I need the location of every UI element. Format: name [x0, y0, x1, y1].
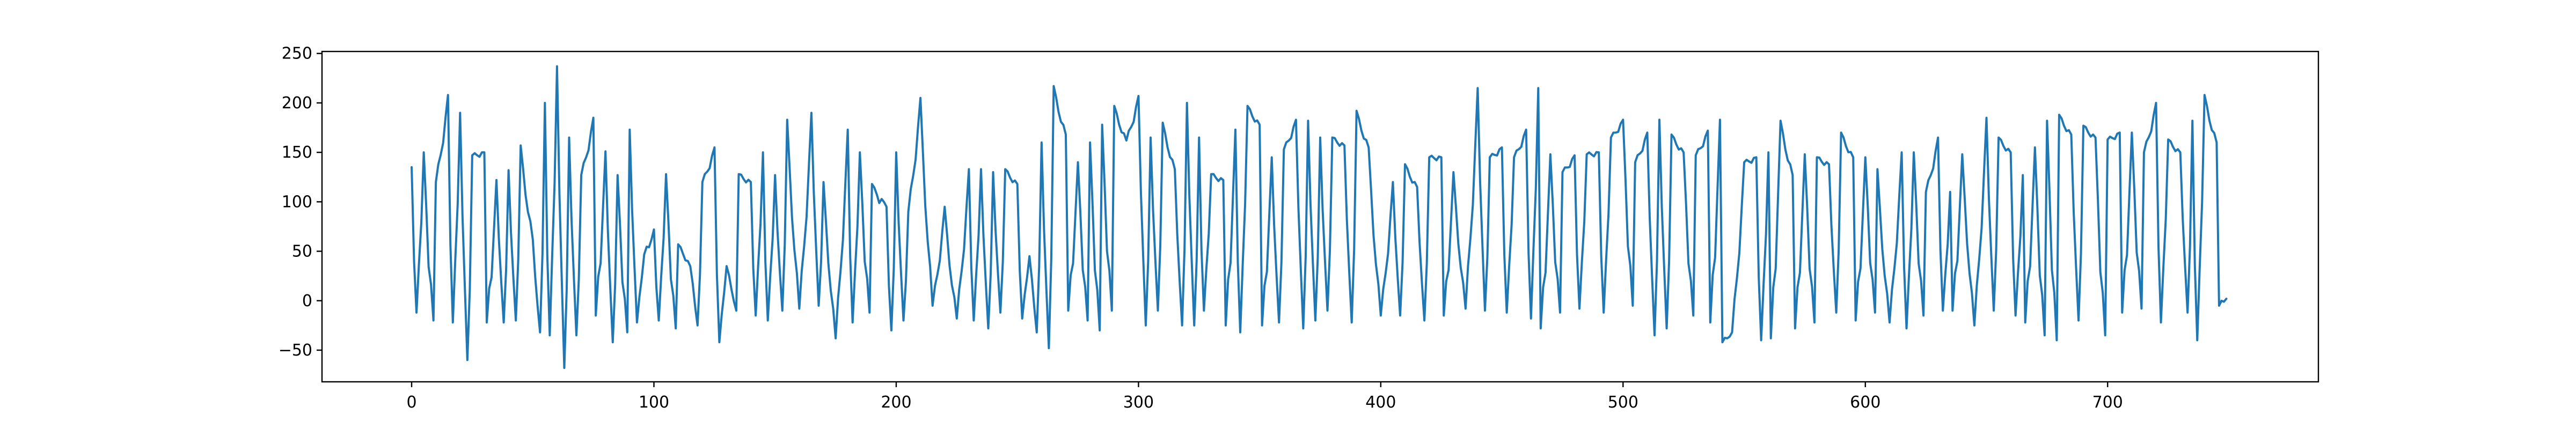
x-tick-label: 100: [639, 393, 669, 412]
y-tick-label: 200: [282, 94, 312, 113]
y-tick-label: 0: [302, 292, 312, 310]
y-tick-label: 250: [282, 45, 312, 63]
plot-frame: [321, 50, 2319, 383]
y-tick-label: −50: [279, 341, 312, 360]
series-line: [411, 65, 2228, 369]
x-tick-label: 600: [1850, 393, 1880, 412]
x-tick-label: 200: [881, 393, 911, 412]
x-tick-label: 700: [2092, 393, 2123, 412]
series-layer: [411, 65, 2228, 369]
x-tick-label: 400: [1365, 393, 1396, 412]
y-tick-label: 100: [282, 193, 312, 211]
x-tick-label: 0: [406, 393, 416, 412]
x-tick-label: 300: [1123, 393, 1154, 412]
y-tick-label: 50: [292, 242, 312, 261]
y-axis: −50 0 50 100 150 200 250: [279, 45, 322, 360]
x-axis: 0 100 200 300 400 500 600 700: [406, 382, 2123, 412]
x-tick-label: 500: [1608, 393, 1638, 412]
y-tick-label: 150: [282, 143, 312, 162]
